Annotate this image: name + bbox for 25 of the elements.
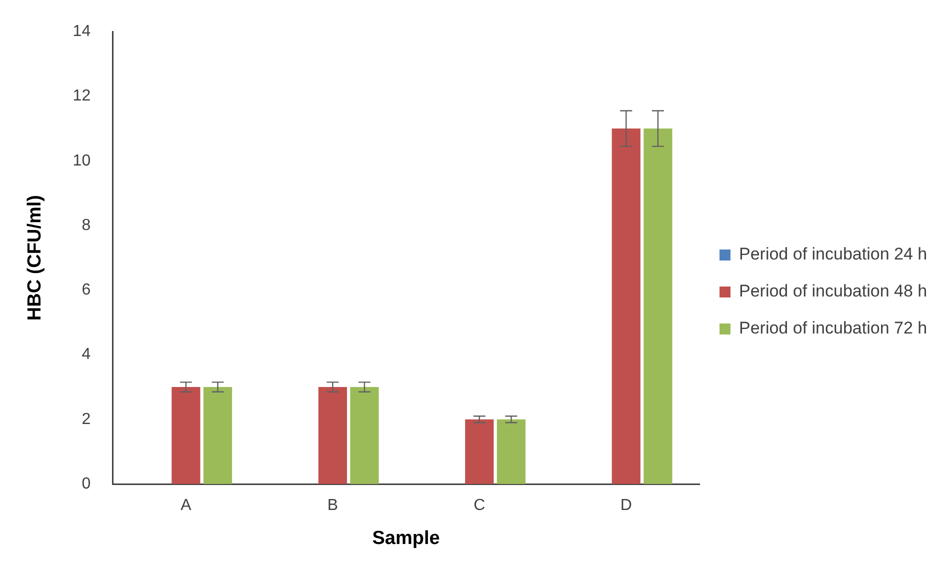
bar [465,419,494,484]
x-tick-label: D [620,497,632,514]
legend-label: Period of incubation 24 h [739,244,928,264]
bar [203,387,232,484]
bar [612,128,640,484]
y-tick-label: 4 [82,346,91,364]
x-tick-label: C [474,497,486,514]
y-tick-label: 8 [82,216,91,234]
bar [318,387,347,484]
y-tick-label: 0 [82,475,91,492]
x-tick-label: B [327,497,338,514]
y-axis-title: HBC (CFU/ml) [24,194,46,321]
y-tick-label: 2 [82,410,91,428]
x-axis-title: Sample [372,528,440,549]
bar [496,419,526,484]
legend-label: Period of incubation 48 h [739,282,928,301]
bar [350,387,379,484]
legend-label: Period of incubation 72 h [739,318,928,338]
y-tick-label: 12 [72,88,91,105]
bar [644,128,672,484]
bar [172,387,200,484]
y-tick-label: 10 [72,152,91,170]
x-tick-label: A [180,497,192,514]
y-tick-label: 6 [82,282,91,299]
y-tick-label: 14 [72,23,91,40]
